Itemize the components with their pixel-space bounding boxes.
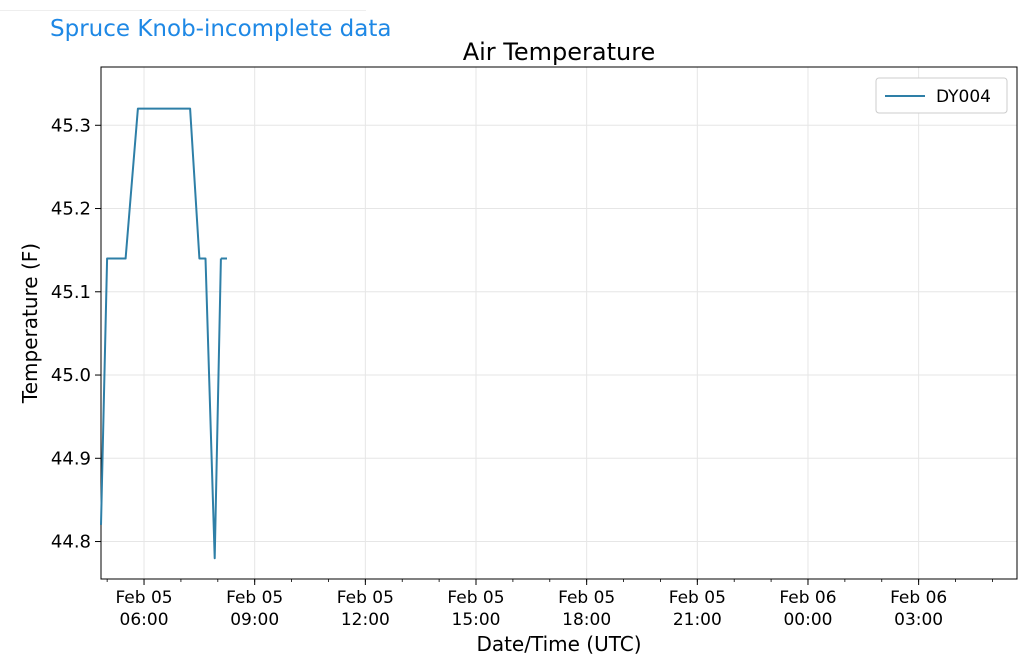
legend-label-dy004: DY004 <box>936 87 991 107</box>
y-tick-label: 44.8 <box>51 532 91 553</box>
y-tick-label: 44.9 <box>51 448 91 469</box>
grid-lines <box>101 67 1017 579</box>
y-tick-label: 45.2 <box>51 199 91 220</box>
x-tick-label-time: 09:00 <box>230 610 279 630</box>
x-tick-label-time: 00:00 <box>783 610 832 630</box>
series-layer <box>100 107 227 560</box>
x-axis-label: Date/Time (UTC) <box>476 632 641 656</box>
series-line-dy004 <box>100 107 222 560</box>
x-tick-label-time: 03:00 <box>894 610 943 630</box>
x-tick-label-time: 15:00 <box>452 610 501 630</box>
x-tick-label-date: Feb 05 <box>669 588 726 608</box>
x-tick-label-date: Feb 06 <box>779 588 836 608</box>
y-tick-label: 45.1 <box>51 282 91 303</box>
legend: DY004 <box>875 77 1008 114</box>
plot-frame <box>100 66 1018 580</box>
x-tick-label-date: Feb 05 <box>115 588 172 608</box>
x-tick-label-time: 06:00 <box>120 610 169 630</box>
x-tick-label-date: Feb 05 <box>558 588 615 608</box>
x-tick-label-date: Feb 05 <box>337 588 394 608</box>
header-divider <box>0 10 366 11</box>
y-tick-label: 45.0 <box>51 365 91 386</box>
page-title: Spruce Knob-incomplete data <box>50 16 392 42</box>
legend-box <box>875 77 1008 114</box>
chart-title: Air Temperature <box>463 38 656 66</box>
x-tick-label-time: 18:00 <box>562 610 611 630</box>
x-tick-label-time: 12:00 <box>341 610 390 630</box>
x-tick-label-date: Feb 05 <box>226 588 283 608</box>
x-tick-label-date: Feb 06 <box>890 588 947 608</box>
x-tick-label-date: Feb 05 <box>447 588 504 608</box>
y-axis-label: Temperature (F) <box>18 243 42 404</box>
y-tick-label: 45.3 <box>51 115 91 136</box>
x-tick-label-time: 21:00 <box>673 610 722 630</box>
